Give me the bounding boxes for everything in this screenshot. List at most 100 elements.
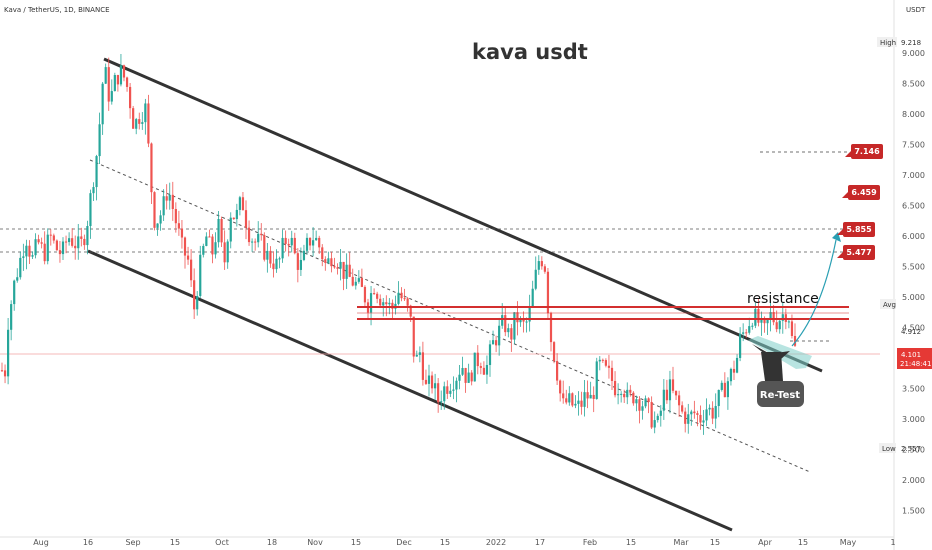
candle-body [345,264,348,279]
y-tick-label: 4.500 [902,324,925,333]
x-tick-label: 15 [626,538,636,547]
candle-body [354,281,357,286]
x-tick-label: 15 [798,538,808,547]
candle-body [641,406,644,411]
candle-body [766,319,769,324]
target-label: 5.855 [837,222,875,237]
candle-body [397,292,400,304]
candle-body [671,379,675,391]
candle-body [601,359,604,361]
target-label: 5.477 [837,245,875,260]
x-tick-label: 17 [535,538,545,547]
candle-body [373,293,376,295]
candle-body [52,235,55,241]
candle-body [415,354,418,357]
candle-body [714,406,717,419]
candle-body [46,234,49,262]
x-tick-label: 15 [170,538,180,547]
candle-body [519,318,522,323]
target-badge [848,185,880,200]
candle-body [498,325,501,346]
candle-body [678,395,681,406]
candle-body [385,302,388,305]
candles [0,53,797,435]
candle-body [19,257,22,278]
candle-body [16,277,19,281]
candle-body [165,196,168,201]
candle-body [122,65,126,78]
candle-body [406,298,409,306]
candle-body [421,352,424,380]
candle-body [751,325,754,327]
candle-body [571,393,574,406]
y-tick-label: 6.500 [902,202,925,211]
candle-body [446,386,449,394]
candle-body [80,236,83,239]
candle-body [257,233,260,243]
candle-body [488,344,492,365]
candle-body [632,392,635,404]
candle-body [71,238,74,246]
retest-zone: Re-Test [748,336,812,407]
candle-body [132,108,135,129]
candle-body [479,366,482,368]
y-tick-label: 6.000 [902,232,925,241]
y-tick-label: 7.000 [902,171,925,180]
candle-body [723,382,726,398]
candle-body [34,239,37,256]
candle-body [190,259,193,281]
candle-body [287,243,290,246]
candle-body [485,364,489,375]
candle-body [681,405,684,412]
candle-body [668,379,672,401]
y-tick-label: 8.000 [902,110,925,119]
descending-channel [87,57,823,532]
candle-body [312,240,315,246]
candle-body [43,243,46,262]
candle-body [333,266,336,268]
target-badge [843,245,875,260]
candle-body [342,261,345,279]
x-tick-label: 1 [890,538,895,547]
candle-body [321,247,324,260]
x-axis: Aug 16 Sep 15 Oct 18 Nov 15 Dec 15 2022 17 Feb 15 Mar 1… [33,538,895,547]
candle-body [650,401,653,428]
candle-body [220,219,223,243]
candle-body [699,414,702,423]
candle-body [693,411,696,414]
candle-body [455,380,458,390]
candle-body [754,308,757,326]
candle-body [68,238,71,243]
candle-body [272,263,275,270]
candle-body [659,410,662,416]
target-label: 6.459 [842,185,880,200]
candle-body [522,318,525,322]
candle-body [7,329,10,377]
candle-body [208,236,211,238]
candle-body [662,389,665,411]
candle-body [476,352,479,367]
candle-body [376,293,379,299]
candle-body [168,194,171,201]
x-tick-label: Aug [33,538,49,547]
candle-body [528,305,531,322]
candle-body [92,187,95,194]
candle-body [147,103,150,144]
avg-label-bg [880,299,896,309]
candle-body [77,236,80,249]
channel-upper-line [103,57,823,373]
symbol-header[interactable]: Kava / TetherUS, 1D, BINANCE [4,6,110,14]
candle-body [379,298,382,306]
x-tick-label: Nov [307,538,323,547]
candle-body [284,237,287,244]
countdown-value: 21:48:41 [900,360,931,368]
candle-body [565,398,568,403]
candle-body [763,317,766,324]
candle-body [296,253,299,270]
candle-body [318,237,321,248]
currency-label: USDT [906,6,926,14]
candle-body [281,237,284,259]
high-value: 9.218 [901,39,921,47]
candle-body [635,399,638,404]
